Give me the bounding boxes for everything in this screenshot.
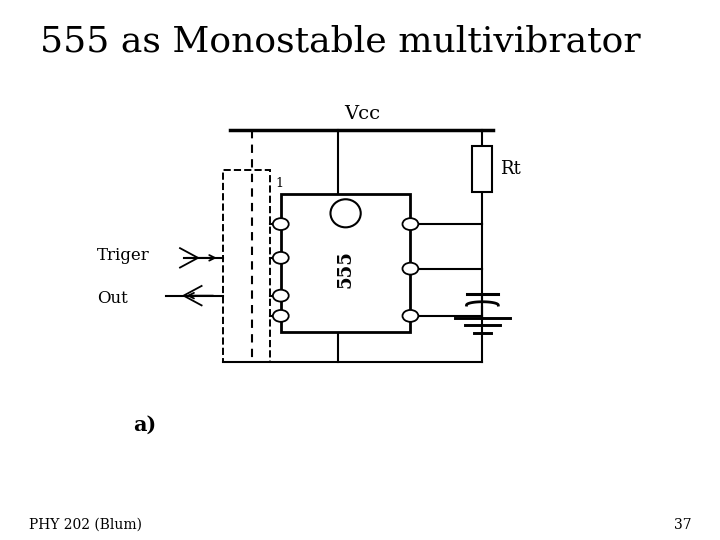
Circle shape — [402, 310, 418, 322]
Text: Rt: Rt — [500, 160, 521, 178]
Text: Vcc: Vcc — [343, 105, 380, 123]
Bar — [281, 194, 410, 332]
Circle shape — [273, 289, 289, 301]
Circle shape — [402, 218, 418, 230]
Text: 37: 37 — [674, 518, 691, 532]
Circle shape — [273, 252, 289, 264]
Circle shape — [273, 310, 289, 322]
Circle shape — [273, 218, 289, 230]
Circle shape — [402, 262, 418, 274]
Text: a): a) — [133, 415, 156, 435]
Bar — [472, 146, 492, 192]
Text: 555: 555 — [336, 249, 354, 288]
Text: 1: 1 — [275, 177, 283, 190]
Text: Triger: Triger — [97, 247, 150, 264]
Text: Out: Out — [97, 290, 128, 307]
Ellipse shape — [330, 199, 361, 227]
Text: PHY 202 (Blum): PHY 202 (Blum) — [29, 518, 142, 532]
Text: 555 as Monostable multivibrator: 555 as Monostable multivibrator — [40, 24, 640, 58]
